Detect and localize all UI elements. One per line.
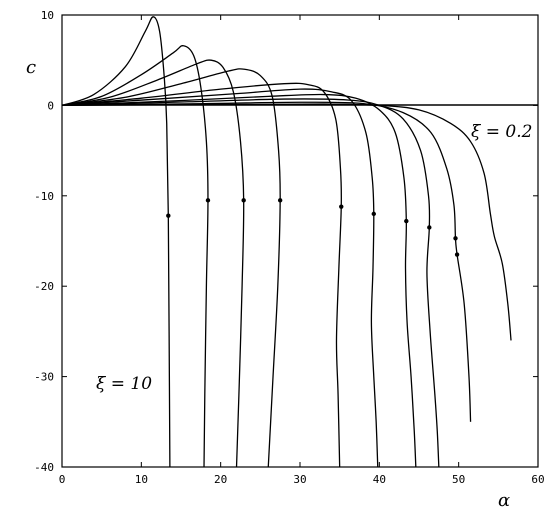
y-tick-label: -10 xyxy=(34,190,54,203)
curve-3 xyxy=(61,59,245,468)
curve-marker xyxy=(453,236,458,241)
curve-2 xyxy=(61,45,209,468)
curves xyxy=(61,16,512,468)
y-tick-label: -30 xyxy=(34,371,54,384)
curve-1 xyxy=(61,16,171,468)
curve-7 xyxy=(61,93,417,468)
x-tick-label: 40 xyxy=(373,473,386,486)
y-axis-label: c xyxy=(26,57,36,78)
axis-ticks xyxy=(61,14,539,468)
tick-labels: 0 10 20 30 40 50 60 10 0 -10 -20 -30 -40 xyxy=(34,9,545,486)
plot-frame xyxy=(61,14,539,468)
curve-5 xyxy=(61,82,343,468)
y-tick-label: 10 xyxy=(41,9,54,22)
curve-4 xyxy=(61,68,281,468)
curve-6 xyxy=(61,88,379,468)
markers xyxy=(166,198,460,257)
curve-marker xyxy=(166,213,171,218)
x-tick-label: 30 xyxy=(293,473,306,486)
x-tick-label: 60 xyxy=(531,473,544,486)
curve-10 xyxy=(61,103,512,341)
x-tick-label: 10 xyxy=(135,473,148,486)
curve-marker xyxy=(454,252,460,257)
x-tick-label: 0 xyxy=(59,473,66,486)
y-tick-label: -20 xyxy=(34,280,54,293)
curve-marker xyxy=(371,211,376,217)
curve-marker xyxy=(277,198,283,203)
annotation-xi-large: ξ = 10 xyxy=(96,374,152,394)
x-axis-label: α xyxy=(498,490,510,511)
y-tick-label: 0 xyxy=(47,99,54,112)
y-tick-label: -40 xyxy=(34,461,54,474)
curve-marker xyxy=(241,198,246,203)
curve-8 xyxy=(61,98,440,468)
x-tick-label: 20 xyxy=(214,473,227,486)
x-tick-label: 50 xyxy=(452,473,465,486)
curve-marker xyxy=(205,198,211,203)
curve-marker xyxy=(404,218,409,224)
curve-marker xyxy=(427,225,432,230)
curve-9 xyxy=(61,101,472,422)
annotation-xi-small: ξ = 0.2 xyxy=(471,122,532,142)
curve-marker xyxy=(339,204,344,209)
